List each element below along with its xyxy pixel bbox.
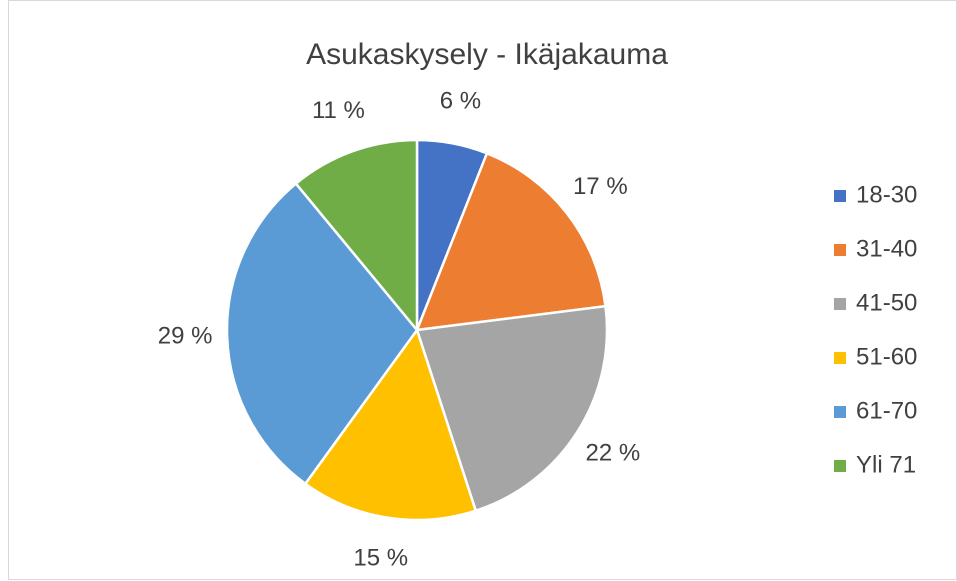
- legend-swatch: [834, 190, 846, 202]
- pie-slice: [225, 181, 419, 486]
- legend-label: 61-70: [856, 397, 917, 424]
- legend-swatch: [834, 244, 846, 256]
- legend-swatch: [834, 298, 846, 310]
- pie-slice: [415, 151, 607, 332]
- legend-label: Yli 71: [856, 451, 916, 478]
- legend-label: 51-60: [856, 343, 917, 370]
- data-label: 6 %: [440, 87, 481, 114]
- data-label: 29 %: [158, 323, 213, 350]
- chart-title: Asukaskysely - Ikäjakauma: [306, 38, 668, 71]
- legend-swatch: [834, 406, 846, 418]
- data-label: 15 %: [353, 544, 408, 571]
- legend-label: 18-30: [856, 181, 917, 208]
- data-label: 17 %: [573, 173, 628, 200]
- data-label: 11 %: [312, 97, 365, 124]
- data-label: 22 %: [586, 440, 641, 467]
- pie-slice: [294, 138, 419, 334]
- legend-label: 41-50: [856, 289, 917, 316]
- pie-slice: [415, 304, 609, 513]
- legend-swatch: [834, 352, 846, 364]
- legend-label: 31-40: [856, 235, 917, 262]
- legend-swatch: [834, 460, 846, 472]
- pie-slice: [303, 327, 478, 522]
